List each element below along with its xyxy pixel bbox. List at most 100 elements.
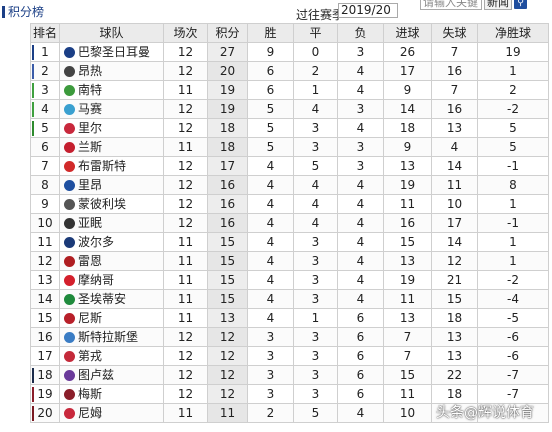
goals-against-cell: 16 — [431, 99, 478, 119]
col-header-win[interactable]: 胜 — [247, 23, 294, 43]
team-name[interactable]: 蒙彼利埃 — [78, 196, 127, 211]
table-row[interactable]: 17 第戎 12 12 3 3 6 7 13 -6 — [30, 346, 549, 366]
team-crest-icon — [64, 350, 75, 362]
team-cell[interactable]: 第戎 — [59, 346, 164, 366]
table-row[interactable]: 3 南特 11 19 6 1 4 9 7 2 — [30, 80, 549, 100]
team-name[interactable]: 波尔多 — [78, 234, 115, 249]
table-row[interactable]: 12 雷恩 11 15 4 3 4 13 12 1 — [30, 251, 549, 271]
table-row[interactable]: 16 斯特拉斯堡 12 12 3 3 6 7 13 -6 — [30, 327, 549, 347]
team-cell[interactable]: 巴黎圣日耳曼 — [59, 42, 164, 62]
team-name[interactable]: 圣埃蒂安 — [78, 291, 127, 306]
col-header-goals-for[interactable]: 进球 — [383, 23, 432, 43]
points-cell: 15 — [207, 232, 248, 252]
col-header-rank[interactable]: 排名 — [30, 23, 60, 43]
table-row[interactable]: 8 里昂 12 16 4 4 4 19 11 8 — [30, 175, 549, 195]
col-header-played[interactable]: 场次 — [163, 23, 208, 43]
losses-cell: 4 — [337, 61, 384, 81]
goals-against-cell: 12 — [431, 251, 478, 271]
table-row[interactable]: 1 巴黎圣日耳曼 12 27 9 0 3 26 7 19 — [30, 42, 549, 62]
team-cell[interactable]: 蒙彼利埃 — [59, 194, 164, 214]
team-name[interactable]: 兰斯 — [78, 139, 103, 154]
losses-cell: 3 — [337, 99, 384, 119]
team-name[interactable]: 图卢兹 — [78, 367, 115, 382]
table-row[interactable]: 18 图卢兹 12 12 3 3 6 15 22 -7 — [30, 365, 549, 385]
team-name[interactable]: 南特 — [78, 82, 103, 97]
team-cell[interactable]: 南特 — [59, 80, 164, 100]
col-header-goals-against[interactable]: 失球 — [431, 23, 478, 43]
table-row[interactable]: 2 昂热 12 20 6 2 4 17 16 1 — [30, 61, 549, 81]
team-name[interactable]: 尼斯 — [78, 310, 103, 325]
team-cell[interactable]: 里昂 — [59, 175, 164, 195]
table-row[interactable]: 5 里尔 12 18 5 3 4 18 13 5 — [30, 118, 549, 138]
team-cell[interactable]: 里尔 — [59, 118, 164, 138]
team-cell[interactable]: 尼斯 — [59, 308, 164, 328]
rank-marker — [32, 349, 34, 364]
team-cell[interactable]: 梅斯 — [59, 384, 164, 404]
team-name[interactable]: 布雷斯特 — [78, 158, 127, 173]
team-name[interactable]: 尼姆 — [78, 405, 103, 420]
search-input[interactable]: 请输入关键 — [420, 0, 482, 10]
team-cell[interactable]: 摩纳哥 — [59, 270, 164, 290]
played-cell: 12 — [163, 61, 208, 81]
rank-cell: 4 — [30, 99, 60, 119]
season-select[interactable]: 2019/20 — [338, 3, 398, 18]
team-name[interactable]: 巴黎圣日耳曼 — [78, 44, 151, 59]
rank-marker — [32, 311, 34, 326]
news-button[interactable]: 新闻 — [484, 0, 512, 10]
rank-cell: 2 — [30, 61, 60, 81]
team-name[interactable]: 里尔 — [78, 120, 103, 135]
team-cell[interactable]: 亚眠 — [59, 213, 164, 233]
team-name[interactable]: 亚眠 — [78, 215, 103, 230]
col-header-loss[interactable]: 负 — [337, 23, 384, 43]
team-name[interactable]: 第戎 — [78, 348, 103, 363]
team-cell[interactable]: 昂热 — [59, 61, 164, 81]
points-cell: 12 — [207, 346, 248, 366]
table-row[interactable]: 4 马赛 12 19 5 4 3 14 16 -2 — [30, 99, 549, 119]
table-row[interactable]: 14 圣埃蒂安 11 15 4 3 4 11 15 -4 — [30, 289, 549, 309]
goal-diff-cell: 1 — [477, 232, 549, 252]
search-icon[interactable]: ⚲ — [514, 0, 527, 9]
table-row[interactable]: 13 摩纳哥 11 15 4 3 4 19 21 -2 — [30, 270, 549, 290]
team-cell[interactable]: 马赛 — [59, 99, 164, 119]
team-cell[interactable]: 波尔多 — [59, 232, 164, 252]
wins-cell: 4 — [247, 213, 294, 233]
wins-cell: 6 — [247, 80, 294, 100]
team-cell[interactable]: 斯特拉斯堡 — [59, 327, 164, 347]
col-header-points[interactable]: 积分 — [207, 23, 248, 43]
goal-diff-cell: -2 — [477, 270, 549, 290]
goals-for-cell: 17 — [383, 61, 432, 81]
team-cell[interactable]: 布雷斯特 — [59, 156, 164, 176]
team-name[interactable]: 马赛 — [78, 101, 103, 116]
team-name[interactable]: 里昂 — [78, 177, 103, 192]
table-row[interactable]: 15 尼斯 11 13 4 1 6 13 18 -5 — [30, 308, 549, 328]
col-header-goal-diff[interactable]: 净胜球 — [477, 23, 549, 43]
team-cell[interactable]: 雷恩 — [59, 251, 164, 271]
col-header-draw[interactable]: 平 — [293, 23, 338, 43]
team-cell[interactable]: 兰斯 — [59, 137, 164, 157]
goals-against-cell: 15 — [431, 289, 478, 309]
table-row[interactable]: 11 波尔多 11 15 4 3 4 15 14 1 — [30, 232, 549, 252]
team-name[interactable]: 雷恩 — [78, 253, 103, 268]
team-crest-icon — [64, 388, 75, 400]
table-row[interactable]: 20 尼姆 11 11 2 5 4 10 — [30, 403, 549, 423]
table-row[interactable]: 7 布雷斯特 12 17 4 5 3 13 14 -1 — [30, 156, 549, 176]
team-name[interactable]: 梅斯 — [78, 386, 103, 401]
wins-cell: 4 — [247, 308, 294, 328]
team-name[interactable]: 斯特拉斯堡 — [78, 329, 139, 344]
team-name[interactable]: 昂热 — [78, 63, 103, 78]
col-header-team[interactable]: 球队 — [59, 23, 164, 43]
team-cell[interactable]: 图卢兹 — [59, 365, 164, 385]
team-name[interactable]: 摩纳哥 — [78, 272, 115, 287]
table-row[interactable]: 10 亚眠 12 16 4 4 4 16 17 -1 — [30, 213, 549, 233]
losses-cell: 4 — [337, 232, 384, 252]
table-row[interactable]: 9 蒙彼利埃 12 16 4 4 4 11 10 1 — [30, 194, 549, 214]
team-cell[interactable]: 圣埃蒂安 — [59, 289, 164, 309]
watermark: 头条@辉说体育 — [436, 405, 534, 421]
goal-diff-cell: -2 — [477, 99, 549, 119]
rank-marker — [32, 197, 34, 212]
points-cell: 27 — [207, 42, 248, 62]
table-row[interactable]: 6 兰斯 11 18 5 3 3 9 4 5 — [30, 137, 549, 157]
team-cell[interactable]: 尼姆 — [59, 403, 164, 423]
table-row[interactable]: 19 梅斯 12 12 3 3 6 11 18 -7 — [30, 384, 549, 404]
played-cell: 12 — [163, 99, 208, 119]
